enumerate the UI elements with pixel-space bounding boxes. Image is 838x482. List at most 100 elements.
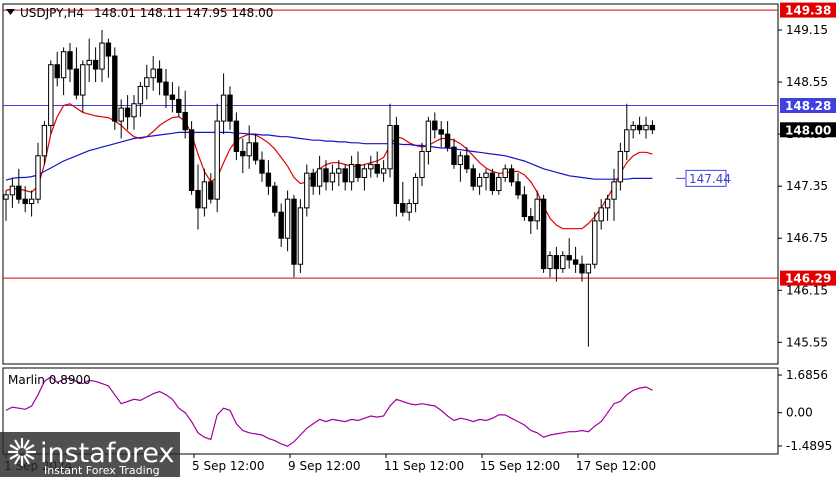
price-tag-current: 148.00 (780, 122, 836, 138)
candle (195, 164, 201, 230)
candle (585, 263, 592, 347)
candle (252, 134, 259, 165)
candle (41, 121, 48, 165)
candle (176, 86, 182, 117)
candle (643, 116, 649, 139)
candle (624, 103, 630, 161)
x-tick-label: 17 Sep 12:00 (576, 459, 656, 473)
candle (489, 168, 496, 195)
candle (188, 121, 195, 195)
logo-ray-icon (14, 439, 21, 449)
candle (604, 194, 611, 221)
candle (54, 51, 60, 87)
candle (515, 173, 521, 200)
candle (566, 238, 572, 269)
candle (278, 203, 284, 247)
candle (131, 95, 137, 130)
indicator-tick-label: 0.00 (786, 406, 813, 420)
y-tick-label: 146.15 (786, 283, 828, 297)
price-tag-text: 149.38 (785, 4, 831, 18)
x-tick-label: 11 Sep 12:00 (384, 459, 464, 473)
candle (502, 164, 508, 182)
candle (464, 147, 470, 174)
candle (323, 160, 329, 191)
y-tick-label: 145.55 (786, 335, 828, 349)
candle (579, 255, 585, 282)
candle (208, 173, 214, 204)
logo-ray-icon (23, 439, 30, 449)
candle (528, 207, 534, 234)
logo-ray-icon (25, 453, 35, 460)
candle (419, 142, 425, 187)
candle (380, 160, 387, 182)
candle (284, 190, 291, 252)
symbol-label: USDJPY,H4 (20, 6, 84, 20)
candle (476, 173, 483, 195)
candle (508, 164, 515, 187)
candle (342, 164, 348, 191)
candle (361, 164, 368, 191)
price-tag-text: 148.28 (785, 99, 831, 113)
watermark-tagline: Instant Forex Trading (44, 464, 160, 477)
candle (553, 246, 560, 282)
candle (387, 103, 393, 178)
logo-ray-icon (23, 455, 30, 465)
indicator-tick-label: -1.4895 (786, 439, 832, 453)
candle (60, 47, 67, 96)
y-tick-label: 147.35 (786, 179, 828, 193)
candle (598, 199, 604, 230)
candle (400, 181, 406, 217)
candle (336, 160, 342, 187)
main-pane-frame (2, 3, 779, 365)
candle (86, 38, 92, 83)
candle (105, 38, 112, 78)
candle (3, 190, 9, 221)
candle (112, 47, 118, 130)
candle (246, 125, 252, 169)
logo-ray-icon (9, 453, 19, 460)
candle (156, 60, 163, 96)
candle (48, 60, 54, 135)
candle (144, 64, 150, 100)
slow-moving-average-line (5, 131, 653, 181)
candle (521, 186, 528, 221)
candle (374, 151, 380, 178)
candle (124, 95, 131, 130)
candle (265, 160, 272, 195)
candle (9, 177, 16, 208)
candle (310, 168, 316, 195)
candle (73, 47, 80, 100)
candle (329, 164, 336, 191)
candle (316, 155, 323, 195)
candle (457, 151, 464, 182)
candle (444, 121, 451, 152)
ma-value-annotation: 147.44 (676, 169, 731, 187)
candle (611, 168, 617, 221)
candle (150, 56, 156, 91)
candle (393, 116, 400, 217)
logo-ray-icon (25, 444, 35, 451)
candle (412, 173, 419, 213)
candle (92, 47, 99, 83)
candle (406, 199, 412, 221)
ohlc-values: 148.01 148.11 147.95 148.00 (94, 6, 273, 20)
x-tick-label: 9 Sep 12:00 (288, 459, 360, 473)
candle (214, 103, 220, 213)
price-tag-text: 146.29 (785, 272, 831, 286)
price-tag-red: 149.38 (780, 2, 836, 18)
candle (547, 251, 553, 278)
watermark-brand: instaforex (40, 438, 174, 469)
symbol-dropdown-icon[interactable] (6, 9, 15, 15)
candle (272, 181, 278, 217)
candle (592, 212, 598, 269)
candle (259, 151, 265, 182)
candle (182, 90, 188, 139)
candle (572, 246, 579, 273)
candle (297, 199, 304, 273)
candle (22, 186, 28, 213)
candle (534, 190, 540, 230)
candle (227, 86, 233, 130)
candle (220, 73, 227, 135)
candle (496, 173, 502, 195)
